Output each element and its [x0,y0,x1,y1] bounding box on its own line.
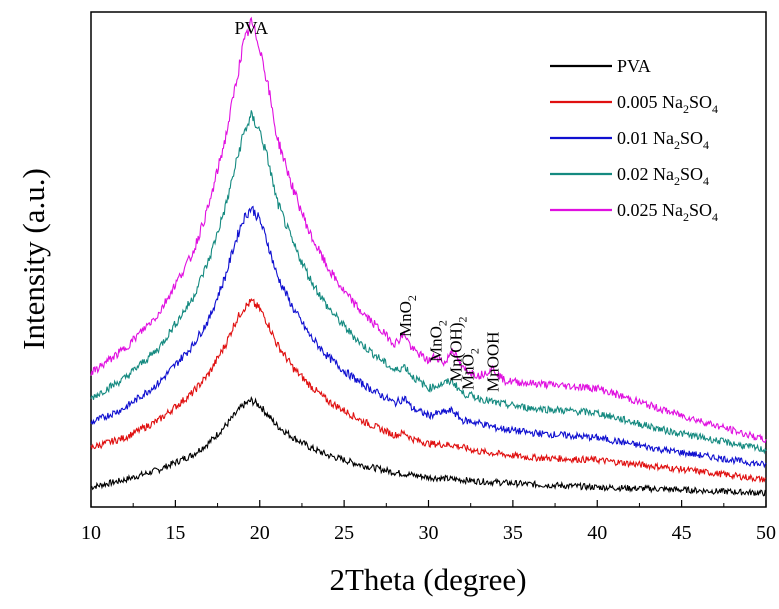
legend: PVA 0.005 Na2SO4 0.01 Na2SO4 0.02 Na2SO4 0.0… [550,56,718,224]
series-line-4 [90,16,767,444]
x-axis-ticks: 10 15 20 25 30 35 40 45 50 [81,500,776,544]
y-axis-title: Intensity (a.u.) [16,168,51,350]
legend-label-0: PVA [617,56,651,76]
x-axis-title: 2Theta (degree) [329,562,526,597]
annotation-4: MnOOH [484,332,503,392]
x-tick-label-50: 50 [756,522,776,544]
annotation-2: Mn(OH)2 [447,317,470,383]
legend-label-2: 0.01 Na2SO4 [617,128,709,152]
x-tick-label-25: 25 [334,522,354,544]
series-line-0 [90,396,767,497]
plot-frame [90,11,767,508]
annotation-1: MnO2 [426,320,449,362]
x-tick-label-35: 35 [503,522,523,544]
annotation-3: MnO2 [458,348,481,390]
annotation-0: MnO2 [396,295,419,337]
x-tick-label-45: 45 [672,522,692,544]
series-line-3 [90,110,767,455]
legend-label-1: 0.005 Na2SO4 [617,92,718,116]
legend-label-4: 0.025 Na2SO4 [617,200,718,224]
legend-label-3: 0.02 Na2SO4 [617,164,709,188]
series-line-2 [90,205,767,469]
x-tick-label-10: 10 [81,522,101,544]
peak-label-pva: PVA [234,18,268,38]
x-tick-label-15: 15 [165,522,185,544]
series-layer [90,16,767,497]
x-tick-label-30: 30 [419,522,439,544]
series-line-1 [90,297,767,484]
x-tick-label-20: 20 [250,522,270,544]
x-tick-label-40: 40 [587,522,607,544]
